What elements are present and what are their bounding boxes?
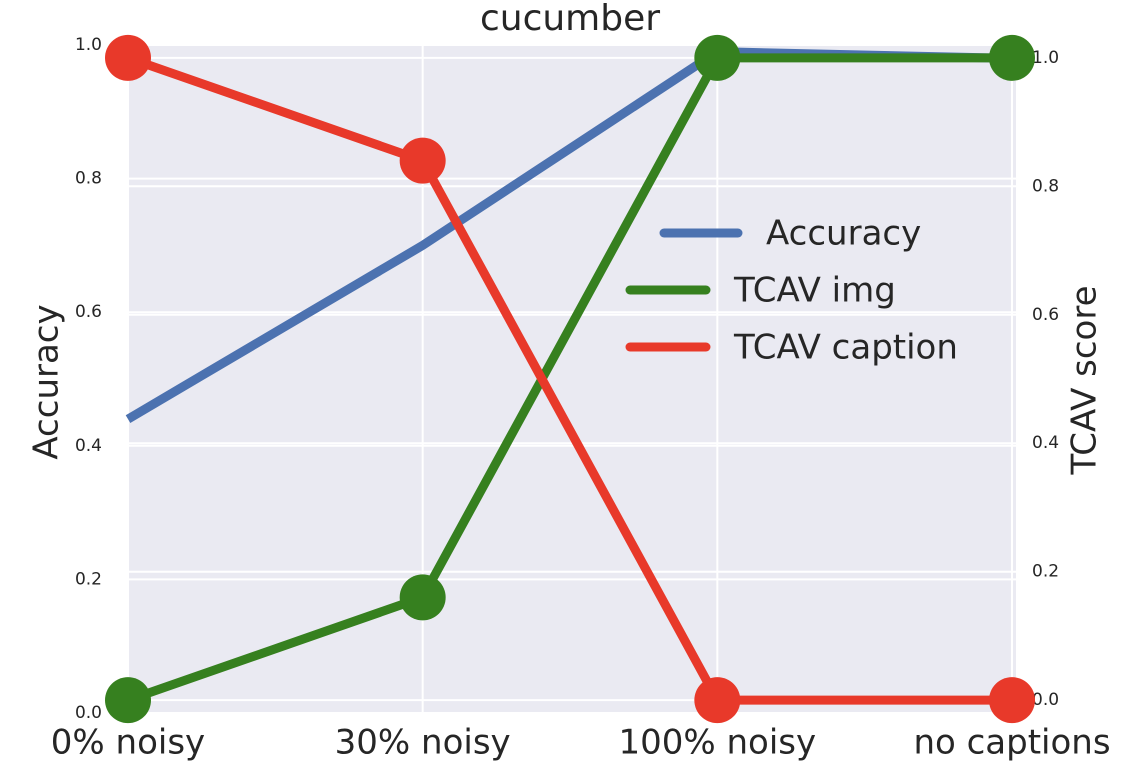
- y2-tick-label: 0.4: [1032, 433, 1059, 453]
- data-point: [399, 574, 446, 621]
- data-point: [694, 34, 741, 81]
- series-line: [126, 53, 1012, 705]
- chart-title: cucumber: [480, 0, 660, 39]
- y-tick-label: 0.2: [75, 569, 102, 589]
- data-point: [399, 137, 446, 184]
- legend-label: TCAV img: [733, 271, 896, 311]
- data-point: [989, 34, 1035, 81]
- data-point: [694, 677, 741, 724]
- legend-label: TCAV caption: [733, 328, 958, 368]
- series-line: [126, 53, 1012, 705]
- y-tick-label: 0.8: [75, 169, 102, 189]
- y2-tick-label: 0.8: [1032, 176, 1059, 196]
- y2-tick-label: 0.0: [1032, 690, 1059, 710]
- x-tick-label: 100% noisy: [619, 723, 817, 763]
- legend-label: Accuracy: [766, 214, 921, 254]
- y2-axis-label: TCAV score: [1065, 285, 1105, 475]
- y-tick-label: 0.4: [75, 436, 102, 456]
- y2-tick-label: 0.2: [1032, 562, 1059, 582]
- x-tick-label: 30% noisy: [335, 723, 511, 763]
- y2-tick-label: 0.6: [1032, 305, 1059, 325]
- plot-area: [128, 45, 1016, 713]
- x-tick-label: no captions: [913, 723, 1110, 763]
- y2-tick-label: 1.0: [1032, 48, 1059, 68]
- y-tick-label: 1.0: [75, 35, 102, 55]
- data-point: [105, 677, 151, 724]
- x-tick-label: 0% noisy: [51, 723, 205, 763]
- data-point: [105, 34, 151, 81]
- data-point: [989, 677, 1035, 724]
- y-tick-label: 0.0: [75, 703, 102, 723]
- y-tick-label: 0.6: [75, 302, 102, 322]
- y-axis-label: Accuracy: [27, 304, 67, 459]
